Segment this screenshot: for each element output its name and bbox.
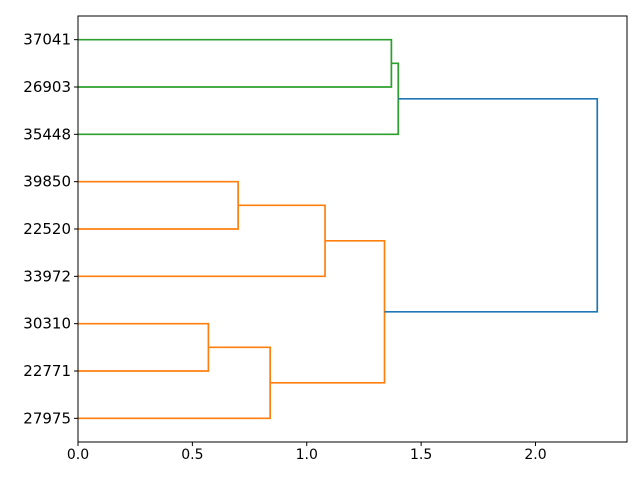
dendrogram-link-m4 <box>78 322 210 372</box>
leaf-label: 33972 <box>23 267 71 285</box>
leaf-label: 26903 <box>23 78 71 96</box>
leaf-label: 22520 <box>23 220 71 238</box>
x-tick-label: 1.0 <box>296 447 318 463</box>
leaf-label: 35448 <box>23 125 71 143</box>
x-tick-label: 1.5 <box>410 447 432 463</box>
x-tick-label: 2.0 <box>524 447 546 463</box>
dendrogram-link-m7 <box>384 97 599 313</box>
leaf-label: 39850 <box>23 173 71 191</box>
leaf-label: 27975 <box>23 409 71 427</box>
x-tick-label: 0.5 <box>181 447 203 463</box>
leaf-label: 22771 <box>23 362 71 380</box>
leaf-label: 37041 <box>23 31 71 49</box>
x-tick-label: 0.0 <box>67 447 89 463</box>
leaf-label: 30310 <box>23 315 71 333</box>
